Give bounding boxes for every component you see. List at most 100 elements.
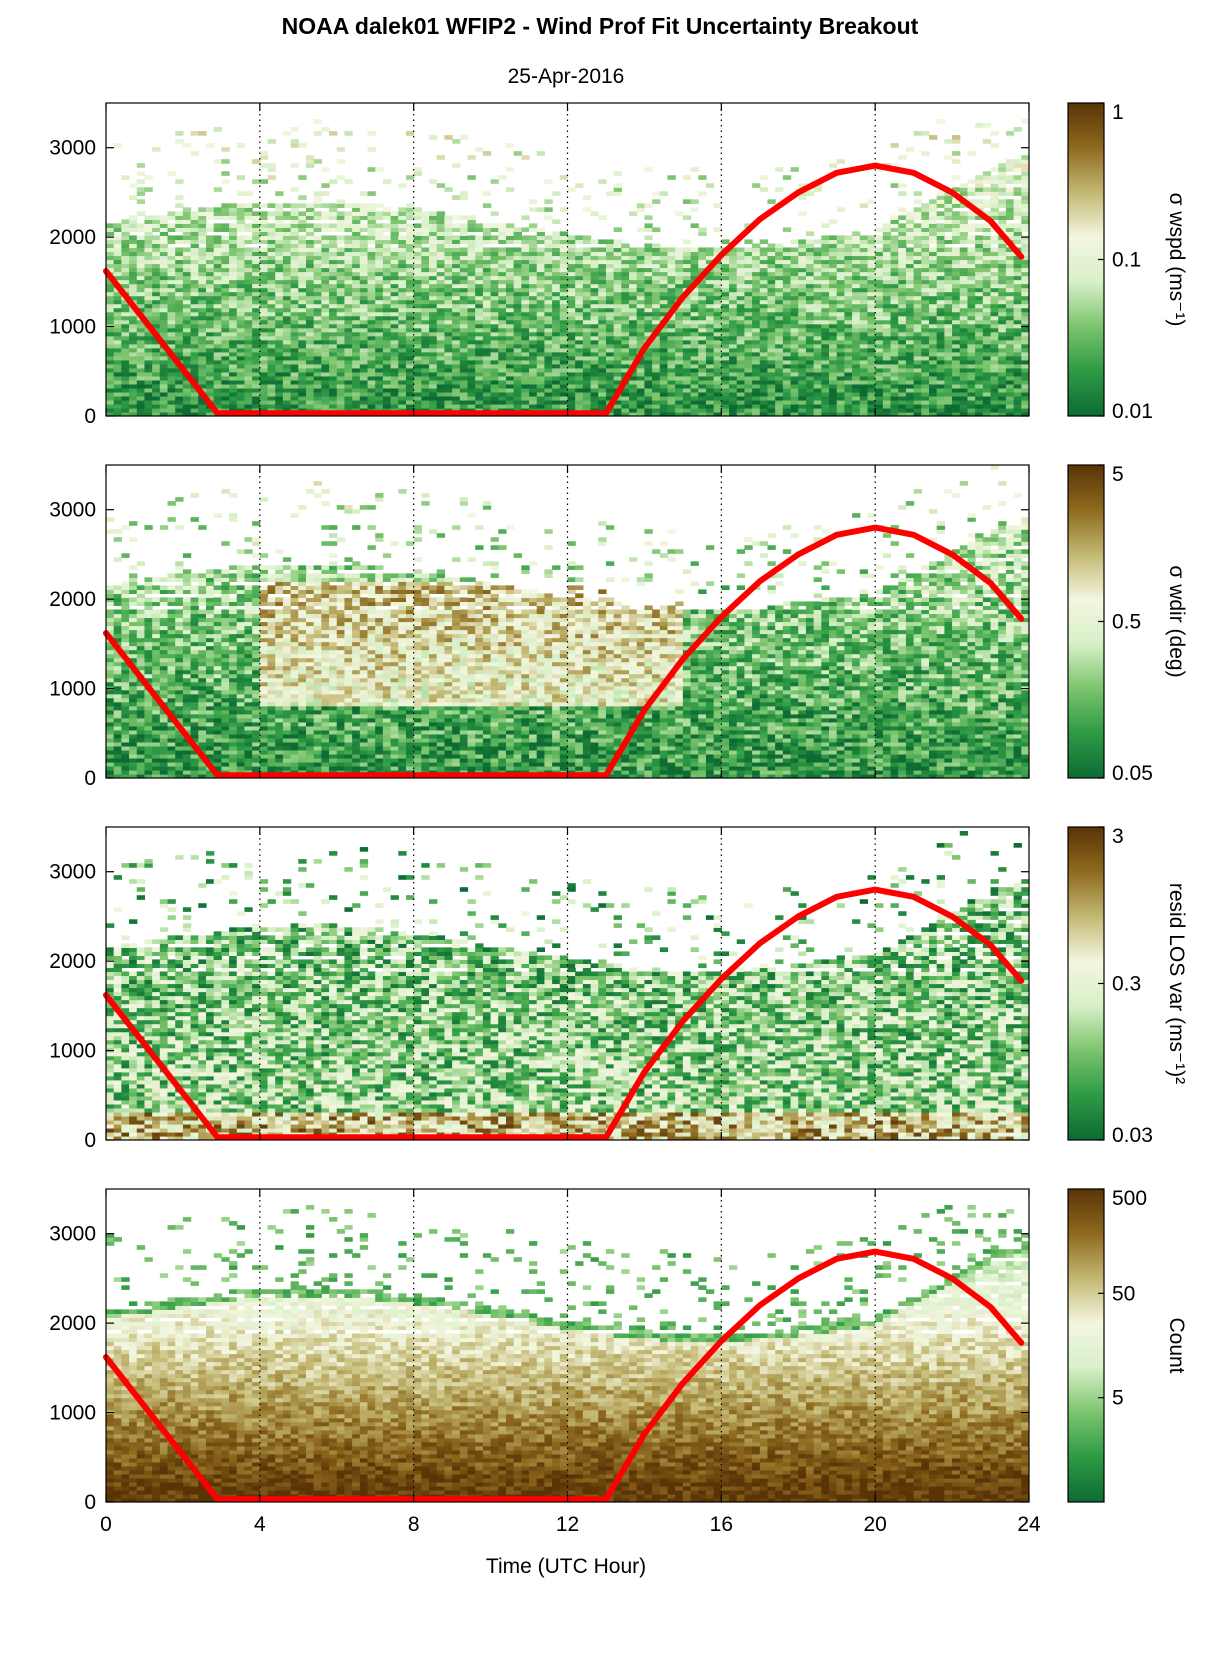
- heatmap-cell: [590, 387, 599, 393]
- heatmap-cell: [375, 407, 384, 413]
- heatmap-cell: [405, 367, 415, 373]
- heatmap-cell: [175, 407, 184, 413]
- heatmap-cell: [436, 183, 446, 188]
- heatmap-cell: [413, 263, 422, 269]
- heatmap-cell: [705, 315, 715, 321]
- heatmap-cell: [690, 251, 699, 257]
- heatmap-cell: [182, 383, 192, 389]
- heatmap-cell: [459, 191, 469, 196]
- heatmap-cell: [329, 339, 338, 345]
- heatmap-cell: [429, 311, 438, 317]
- heatmap-cell: [598, 395, 607, 401]
- heatmap-cell: [690, 363, 699, 369]
- heatmap-cell: [559, 315, 569, 321]
- heatmap-cell: [813, 335, 822, 341]
- heatmap-cell: [644, 371, 653, 377]
- heatmap-cell: [859, 275, 869, 281]
- heatmap-cell: [652, 279, 661, 285]
- heatmap-cell: [436, 243, 446, 249]
- heatmap-cell: [844, 391, 853, 397]
- heatmap-cell: [182, 219, 192, 224]
- heatmap-cell: [275, 295, 284, 301]
- heatmap-cell: [867, 343, 876, 349]
- heatmap-cell: [559, 355, 569, 361]
- heatmap-cell: [252, 355, 261, 361]
- heatmap-cell: [698, 295, 707, 301]
- heatmap-cell: [729, 371, 738, 377]
- heatmap-cell: [175, 219, 184, 224]
- heatmap-cell: [498, 399, 507, 405]
- heatmap-cell: [882, 299, 892, 305]
- heatmap-cell: [636, 391, 646, 397]
- heatmap-cell: [367, 259, 376, 265]
- heatmap-cell: [398, 343, 407, 349]
- heatmap-cell: [467, 359, 476, 365]
- heatmap-cell: [259, 279, 269, 285]
- heatmap-cell: [544, 267, 553, 273]
- heatmap-cell: [159, 239, 169, 245]
- heatmap-cell: [521, 327, 530, 333]
- heatmap-cell: [344, 203, 353, 208]
- heatmap-cell: [644, 223, 653, 228]
- heatmap-cell: [121, 355, 130, 361]
- heatmap-cell: [490, 299, 499, 305]
- heatmap-cell: [313, 299, 322, 305]
- heatmap-cell: [475, 267, 484, 273]
- heatmap-cell: [313, 343, 322, 349]
- heatmap-cell: [167, 407, 176, 413]
- heatmap-cell: [352, 343, 361, 349]
- heatmap-cell: [590, 251, 599, 257]
- heatmap-cell: [305, 235, 315, 241]
- heatmap-cell: [721, 335, 730, 341]
- heatmap-cell: [636, 387, 646, 393]
- heatmap-cell: [436, 327, 446, 333]
- heatmap-cell: [629, 391, 638, 397]
- heatmap-cell: [359, 239, 369, 245]
- heatmap-cell: [559, 243, 569, 249]
- heatmap-cell: [882, 407, 892, 413]
- heatmap-cell: [398, 207, 407, 212]
- heatmap-cell: [567, 383, 576, 389]
- heatmap-cell: [829, 311, 838, 317]
- heatmap-cell: [390, 403, 399, 409]
- heatmap-cell: [398, 235, 407, 241]
- heatmap-cell: [236, 271, 246, 277]
- heatmap-cell: [329, 359, 338, 365]
- heatmap-cell: [590, 359, 599, 365]
- heatmap-cell: [505, 347, 515, 353]
- heatmap-cell: [629, 311, 638, 317]
- heatmap-cell: [521, 371, 530, 377]
- heatmap-cell: [129, 403, 138, 409]
- heatmap-cell: [798, 327, 807, 333]
- heatmap-cell: [513, 303, 522, 309]
- heatmap-cell: [736, 287, 746, 293]
- heatmap-cell: [413, 387, 422, 393]
- heatmap-cell: [259, 211, 269, 216]
- heatmap-cell: [536, 259, 546, 265]
- heatmap-cell: [490, 291, 499, 297]
- heatmap-cell: [629, 379, 638, 385]
- heatmap-cell: [452, 343, 461, 349]
- heatmap-cell: [790, 367, 799, 373]
- heatmap-cell: [498, 251, 507, 257]
- heatmap-cell: [759, 347, 769, 353]
- heatmap-cell: [305, 391, 315, 397]
- heatmap-cell: [590, 355, 599, 361]
- heatmap-cell: [421, 363, 430, 369]
- heatmap-cell: [275, 363, 284, 369]
- heatmap-cell: [505, 251, 515, 257]
- heatmap-cell: [505, 227, 515, 233]
- heatmap-cell: [575, 363, 584, 369]
- heatmap-cell: [859, 299, 869, 305]
- heatmap-cell: [452, 327, 461, 333]
- heatmap-cell: [359, 367, 369, 373]
- heatmap-cell: [436, 407, 446, 413]
- heatmap-cell: [413, 207, 422, 212]
- heatmap-cell: [859, 235, 869, 241]
- heatmap-cell: [875, 295, 884, 301]
- heatmap-cell: [321, 223, 330, 228]
- heatmap-cell: [244, 267, 253, 273]
- heatmap-cell: [167, 295, 176, 301]
- heatmap-cell: [705, 367, 715, 373]
- heatmap-cell: [690, 351, 699, 357]
